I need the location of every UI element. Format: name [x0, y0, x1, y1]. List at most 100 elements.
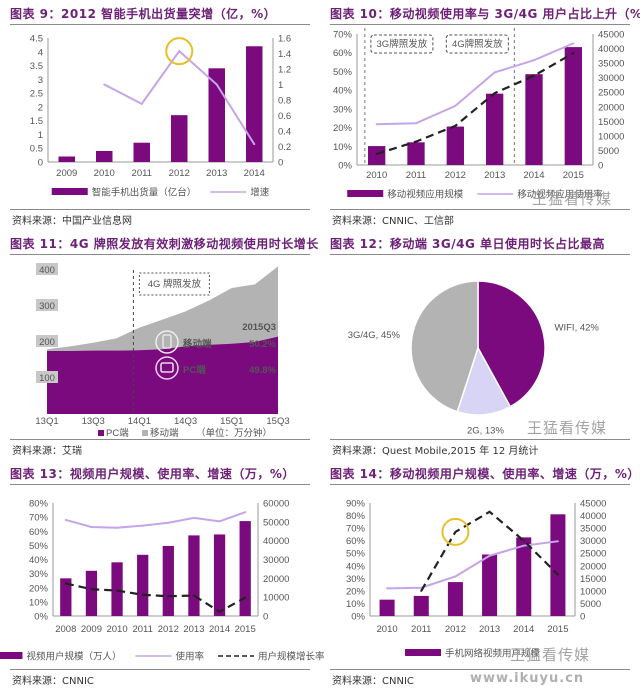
- left-axis-tick-label: 3.5: [30, 61, 43, 72]
- bar: [379, 599, 395, 616]
- left-axis-tick-label: 1: [38, 130, 43, 141]
- left-axis-tick-label: 0%: [351, 612, 365, 623]
- pie-slice-label: WIFI, 42%: [555, 322, 600, 333]
- x-axis-tick-label: 2013: [484, 170, 505, 181]
- line-point: [215, 83, 218, 86]
- left-axis-tick-label: 30%: [29, 569, 49, 580]
- smartphone-shipments-chart: 0 0.5 1 1.5 2 2.5 3 3.5 4 4.5 0 0.2 0.4 0.6 0.8 1 1.2 1.4…: [30, 34, 291, 199]
- right-axis-tick-label: 45000: [580, 499, 606, 510]
- x-axis-tick-label: 2011: [132, 168, 152, 179]
- left-axis-tick-label: 40%: [333, 86, 353, 97]
- left-axis-tick-label: 60%: [333, 48, 353, 59]
- figure-9-panel: 图表 9：2012 智能手机出货量突增（亿，%） 0 0.5 1 1.5 2 2.5 3 3.…: [0, 0, 320, 230]
- x-axis-tick-label: 13Q3: [82, 416, 105, 427]
- line-point: [533, 59, 535, 62]
- figure-12-panel: 图表 12：移动端 3G/4G 单日使用时长占比最高 WIFI, 42% 2G, …: [320, 230, 640, 460]
- figure-title: 图表 13：视频用户规模、使用率、增速（万，%）: [10, 467, 295, 481]
- x-axis-tick-label: 13Q1: [35, 416, 58, 427]
- bar: [525, 74, 543, 165]
- line-point: [167, 521, 170, 524]
- left-axis-tick-label: 4.5: [30, 34, 43, 45]
- figure-11-panel: 图表 11：4G 牌照发放有效刺激移动视频使用时长增长 100 200 300 400…: [0, 230, 320, 460]
- video-duration-area-chart: 100 200 300 400 13Q1 13Q3 14Q1 14Q3 15Q1 15Q3 4G 牌…: [35, 263, 290, 439]
- pc-area: [47, 336, 278, 414]
- legend-label: PC端: [106, 427, 129, 439]
- event-annotation-label: 4G 牌照发放: [148, 278, 202, 290]
- line-point: [572, 42, 575, 45]
- x-axis-tick-label: 2010: [94, 168, 115, 179]
- right-axis-tick-label: 0.8: [278, 96, 291, 107]
- x-axis-tick-label: 2014: [244, 168, 265, 179]
- title-divider: [330, 484, 630, 485]
- figure-title: 图表 9：2012 智能手机出货量突增（亿，%）: [10, 7, 277, 21]
- line-point: [522, 539, 525, 542]
- event-annotation-box: [370, 34, 434, 54]
- right-axis-tick-label: 35000: [580, 524, 606, 535]
- right-axis-tick-label: 0.6: [278, 111, 291, 122]
- source-note: 资料来源：CNNIC、工信部: [332, 216, 454, 227]
- x-axis-tick-label: 2009: [81, 624, 102, 635]
- video-users-chart: 0% 10% 20% 30% 40% 50% 60% 70% 80% 0 10000 20000 300…: [0, 499, 325, 663]
- bar: [171, 115, 188, 162]
- bar: [96, 150, 113, 162]
- mobile-video-usage-chart: 0% 10% 20% 30% 40% 50% 60% 70% 0 5000 10000 15000 20…: [333, 28, 624, 201]
- y-axis-tick-label: 200: [39, 337, 55, 348]
- bar: [111, 562, 123, 616]
- x-axis-tick-label: 2014: [523, 170, 544, 181]
- bar: [368, 146, 386, 165]
- x-axis-tick-label: 2014: [513, 624, 534, 635]
- period-label: 2015Q3: [242, 322, 276, 333]
- bar: [208, 68, 225, 162]
- figure-10-panel: 图表 10：移动视频使用率与 3G/4G 用户占比上升（%） 0% 10% 20% 3…: [320, 0, 640, 230]
- right-axis-tick-label: 30000: [263, 555, 289, 566]
- series-line: [65, 511, 246, 529]
- right-axis-tick-label: 5000: [598, 146, 619, 157]
- x-axis-tick-label: 2014: [209, 624, 230, 635]
- right-axis-tick-label: 0.4: [278, 127, 291, 138]
- line-point: [415, 140, 417, 143]
- left-axis-tick-label: 2.5: [30, 89, 43, 100]
- bar: [162, 545, 174, 616]
- series-line: [65, 582, 246, 614]
- bar: [60, 578, 72, 616]
- pc-label: PC端: [183, 364, 206, 376]
- bar: [188, 535, 200, 616]
- left-axis-tick-label: 50%: [346, 549, 366, 560]
- right-axis-tick-label: 15000: [598, 117, 624, 128]
- line-point: [64, 518, 67, 521]
- left-axis-tick-label: 20%: [29, 583, 49, 594]
- bar: [137, 554, 149, 616]
- mobile-device-icon: [155, 330, 179, 354]
- line-point: [116, 526, 119, 529]
- right-axis-tick-label: 10000: [580, 586, 606, 597]
- x-axis-tick-label: 2015: [235, 624, 256, 635]
- right-axis-tick-label: 5000: [580, 599, 601, 610]
- bar: [550, 514, 566, 616]
- left-axis-tick-label: 80%: [29, 499, 49, 510]
- x-axis-tick-label: 2012: [445, 170, 466, 181]
- right-axis-tick-label: 25000: [598, 88, 624, 99]
- line-point: [556, 573, 559, 576]
- left-axis-tick-label: 30%: [333, 104, 353, 115]
- source-note: 资料来源：Quest Mobile,2015 年 12 月统计: [332, 446, 539, 457]
- right-axis-tick-label: 40000: [598, 44, 624, 55]
- x-axis-tick-label: 2012: [158, 624, 179, 635]
- watermark-site: www.ikuyu.cn: [470, 671, 585, 686]
- legend-bar-swatch: [404, 649, 441, 656]
- source-divider: [330, 669, 630, 670]
- line-point: [493, 71, 496, 74]
- right-axis-tick-label: 15000: [580, 574, 606, 585]
- figure-title: 图表 14：移动视频用户规模、使用率、增速（万，%）: [330, 467, 640, 481]
- left-axis-tick-label: 10%: [346, 599, 366, 610]
- event-annotation-box: [138, 272, 210, 296]
- right-axis-tick-label: 10000: [263, 593, 289, 604]
- x-axis-tick-label: 2012: [169, 168, 190, 179]
- x-axis-tick-label: 14Q1: [128, 416, 151, 427]
- bar: [564, 47, 582, 165]
- right-axis-tick-label: 1: [278, 80, 283, 91]
- line-point: [420, 589, 423, 592]
- highlight-circle: [441, 517, 470, 546]
- line-point: [522, 544, 525, 547]
- figure-title: 图表 11：4G 牌照发放有效刺激移动视频使用时长增长: [10, 237, 319, 251]
- left-axis-tick-label: 30%: [346, 574, 366, 585]
